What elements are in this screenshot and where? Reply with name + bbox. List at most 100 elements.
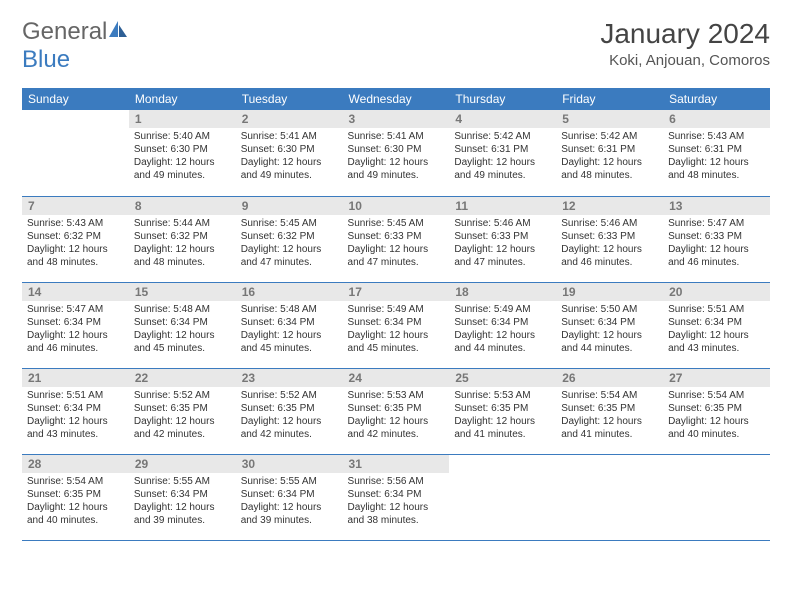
sunset-line: Sunset: 6:32 PM <box>27 230 124 243</box>
sunrise-line: Sunrise: 5:54 AM <box>561 389 658 402</box>
day-number: 26 <box>556 369 663 387</box>
calendar-body: 1Sunrise: 5:40 AMSunset: 6:30 PMDaylight… <box>22 110 770 540</box>
calendar-row: 21Sunrise: 5:51 AMSunset: 6:34 PMDayligh… <box>22 368 770 454</box>
daylight-line: Daylight: 12 hours and 46 minutes. <box>27 329 124 355</box>
sunset-line: Sunset: 6:31 PM <box>454 143 551 156</box>
sunrise-line: Sunrise: 5:53 AM <box>348 389 445 402</box>
daylight-line: Daylight: 12 hours and 47 minutes. <box>241 243 338 269</box>
day-number: 25 <box>449 369 556 387</box>
daylight-line: Daylight: 12 hours and 48 minutes. <box>561 156 658 182</box>
sunrise-line: Sunrise: 5:51 AM <box>27 389 124 402</box>
weekday-header: Tuesday <box>236 88 343 110</box>
day-number: 19 <box>556 283 663 301</box>
day-content: Sunrise: 5:47 AMSunset: 6:33 PMDaylight:… <box>663 215 770 273</box>
weekday-row: SundayMondayTuesdayWednesdayThursdayFrid… <box>22 88 770 110</box>
calendar-cell: 22Sunrise: 5:52 AMSunset: 6:35 PMDayligh… <box>129 368 236 454</box>
calendar-cell: 4Sunrise: 5:42 AMSunset: 6:31 PMDaylight… <box>449 110 556 196</box>
daylight-line: Daylight: 12 hours and 43 minutes. <box>27 415 124 441</box>
sunset-line: Sunset: 6:31 PM <box>668 143 765 156</box>
sunrise-line: Sunrise: 5:45 AM <box>348 217 445 230</box>
day-number: 22 <box>129 369 236 387</box>
calendar-row: 7Sunrise: 5:43 AMSunset: 6:32 PMDaylight… <box>22 196 770 282</box>
day-content: Sunrise: 5:44 AMSunset: 6:32 PMDaylight:… <box>129 215 236 273</box>
calendar-cell: 24Sunrise: 5:53 AMSunset: 6:35 PMDayligh… <box>343 368 450 454</box>
calendar-row: 28Sunrise: 5:54 AMSunset: 6:35 PMDayligh… <box>22 454 770 540</box>
daylight-line: Daylight: 12 hours and 47 minutes. <box>348 243 445 269</box>
calendar-row: 14Sunrise: 5:47 AMSunset: 6:34 PMDayligh… <box>22 282 770 368</box>
day-content: Sunrise: 5:45 AMSunset: 6:33 PMDaylight:… <box>343 215 450 273</box>
day-number: 28 <box>22 455 129 473</box>
day-content: Sunrise: 5:43 AMSunset: 6:31 PMDaylight:… <box>663 128 770 186</box>
sunset-line: Sunset: 6:30 PM <box>348 143 445 156</box>
calendar-cell: 18Sunrise: 5:49 AMSunset: 6:34 PMDayligh… <box>449 282 556 368</box>
sunset-line: Sunset: 6:30 PM <box>134 143 231 156</box>
day-content: Sunrise: 5:53 AMSunset: 6:35 PMDaylight:… <box>343 387 450 445</box>
location: Koki, Anjouan, Comoros <box>600 52 770 69</box>
day-number: 6 <box>663 110 770 128</box>
sunrise-line: Sunrise: 5:42 AM <box>561 130 658 143</box>
day-content: Sunrise: 5:49 AMSunset: 6:34 PMDaylight:… <box>343 301 450 359</box>
day-number: 20 <box>663 283 770 301</box>
calendar-cell: 31Sunrise: 5:56 AMSunset: 6:34 PMDayligh… <box>343 454 450 540</box>
weekday-header: Sunday <box>22 88 129 110</box>
daylight-line: Daylight: 12 hours and 46 minutes. <box>668 243 765 269</box>
daylight-line: Daylight: 12 hours and 42 minutes. <box>134 415 231 441</box>
day-number: 29 <box>129 455 236 473</box>
calendar-cell: 25Sunrise: 5:53 AMSunset: 6:35 PMDayligh… <box>449 368 556 454</box>
sunrise-line: Sunrise: 5:52 AM <box>241 389 338 402</box>
sunrise-line: Sunrise: 5:45 AM <box>241 217 338 230</box>
sunset-line: Sunset: 6:33 PM <box>668 230 765 243</box>
day-content: Sunrise: 5:42 AMSunset: 6:31 PMDaylight:… <box>449 128 556 186</box>
calendar-cell: 8Sunrise: 5:44 AMSunset: 6:32 PMDaylight… <box>129 196 236 282</box>
day-number: 4 <box>449 110 556 128</box>
sunset-line: Sunset: 6:35 PM <box>454 402 551 415</box>
daylight-line: Daylight: 12 hours and 49 minutes. <box>454 156 551 182</box>
calendar-cell: 19Sunrise: 5:50 AMSunset: 6:34 PMDayligh… <box>556 282 663 368</box>
calendar-cell: 16Sunrise: 5:48 AMSunset: 6:34 PMDayligh… <box>236 282 343 368</box>
day-number: 11 <box>449 197 556 215</box>
daylight-line: Daylight: 12 hours and 43 minutes. <box>668 329 765 355</box>
sunrise-line: Sunrise: 5:46 AM <box>561 217 658 230</box>
daylight-line: Daylight: 12 hours and 49 minutes. <box>348 156 445 182</box>
day-number: 21 <box>22 369 129 387</box>
calendar-cell <box>22 110 129 196</box>
calendar-cell: 15Sunrise: 5:48 AMSunset: 6:34 PMDayligh… <box>129 282 236 368</box>
sunrise-line: Sunrise: 5:54 AM <box>27 475 124 488</box>
daylight-line: Daylight: 12 hours and 42 minutes. <box>241 415 338 441</box>
daylight-line: Daylight: 12 hours and 48 minutes. <box>134 243 231 269</box>
sunset-line: Sunset: 6:34 PM <box>241 488 338 501</box>
day-content: Sunrise: 5:48 AMSunset: 6:34 PMDaylight:… <box>236 301 343 359</box>
logo-sail-icon <box>107 19 129 39</box>
logo-text: General Blue <box>22 18 129 74</box>
day-content: Sunrise: 5:41 AMSunset: 6:30 PMDaylight:… <box>343 128 450 186</box>
sunrise-line: Sunrise: 5:41 AM <box>241 130 338 143</box>
calendar-cell: 29Sunrise: 5:55 AMSunset: 6:34 PMDayligh… <box>129 454 236 540</box>
day-number: 14 <box>22 283 129 301</box>
sunset-line: Sunset: 6:35 PM <box>348 402 445 415</box>
weekday-header: Thursday <box>449 88 556 110</box>
calendar-cell: 5Sunrise: 5:42 AMSunset: 6:31 PMDaylight… <box>556 110 663 196</box>
day-number: 18 <box>449 283 556 301</box>
daylight-line: Daylight: 12 hours and 49 minutes. <box>241 156 338 182</box>
day-content: Sunrise: 5:40 AMSunset: 6:30 PMDaylight:… <box>129 128 236 186</box>
day-content: Sunrise: 5:42 AMSunset: 6:31 PMDaylight:… <box>556 128 663 186</box>
sunset-line: Sunset: 6:34 PM <box>27 402 124 415</box>
calendar-cell: 9Sunrise: 5:45 AMSunset: 6:32 PMDaylight… <box>236 196 343 282</box>
day-content: Sunrise: 5:56 AMSunset: 6:34 PMDaylight:… <box>343 473 450 531</box>
day-number: 15 <box>129 283 236 301</box>
sunset-line: Sunset: 6:34 PM <box>348 488 445 501</box>
calendar-cell <box>556 454 663 540</box>
logo: General Blue <box>22 18 129 74</box>
day-number: 30 <box>236 455 343 473</box>
calendar-cell <box>663 454 770 540</box>
daylight-line: Daylight: 12 hours and 40 minutes. <box>668 415 765 441</box>
calendar-cell: 7Sunrise: 5:43 AMSunset: 6:32 PMDaylight… <box>22 196 129 282</box>
sunrise-line: Sunrise: 5:48 AM <box>134 303 231 316</box>
sunset-line: Sunset: 6:34 PM <box>27 316 124 329</box>
calendar-cell: 11Sunrise: 5:46 AMSunset: 6:33 PMDayligh… <box>449 196 556 282</box>
day-number: 23 <box>236 369 343 387</box>
daylight-line: Daylight: 12 hours and 38 minutes. <box>348 501 445 527</box>
calendar-cell <box>449 454 556 540</box>
calendar-head: SundayMondayTuesdayWednesdayThursdayFrid… <box>22 88 770 110</box>
calendar-cell: 6Sunrise: 5:43 AMSunset: 6:31 PMDaylight… <box>663 110 770 196</box>
